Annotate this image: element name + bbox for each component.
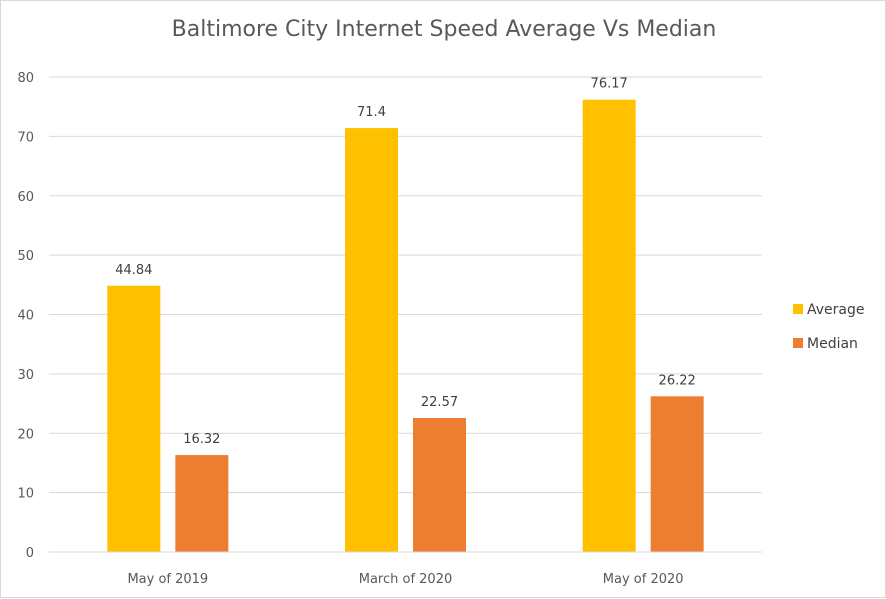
data-label-average: 44.84 — [115, 263, 152, 278]
y-tick-label: 20 — [17, 427, 34, 442]
y-tick-label: 40 — [17, 309, 34, 324]
data-label-median: 22.57 — [421, 395, 458, 410]
legend-swatch-average — [793, 304, 803, 314]
y-tick-label: 50 — [17, 249, 34, 264]
legend-label-average: Average — [807, 302, 865, 318]
data-label-median: 16.32 — [183, 432, 220, 447]
legend-swatch-median — [793, 338, 803, 348]
x-tick-label: March of 2020 — [359, 572, 453, 587]
x-tick-label: May of 2020 — [603, 572, 684, 587]
y-tick-label: 80 — [17, 71, 34, 86]
legend-label-median: Median — [807, 336, 858, 352]
data-label-median: 26.22 — [659, 373, 696, 388]
y-tick-label: 10 — [17, 487, 34, 502]
data-label-average: 71.4 — [357, 105, 386, 120]
data-label-average: 76.17 — [591, 77, 628, 92]
bar-median — [413, 417, 466, 552]
bar-average — [582, 99, 636, 552]
bar-median — [175, 455, 229, 552]
y-tick-label: 0 — [26, 546, 34, 561]
y-tick-label: 60 — [17, 190, 34, 205]
y-tick-label: 30 — [17, 368, 34, 383]
y-tick-label: 70 — [17, 130, 34, 145]
chart-title: Baltimore City Internet Speed Average Vs… — [171, 17, 717, 42]
x-tick-label: May of 2019 — [127, 572, 208, 587]
bar-average — [107, 285, 161, 552]
bar-median — [650, 396, 704, 552]
bar-average — [345, 128, 398, 552]
